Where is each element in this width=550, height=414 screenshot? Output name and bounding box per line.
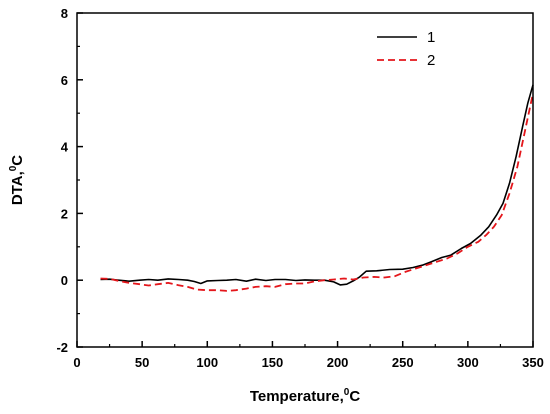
x-tick-label: 0 xyxy=(73,355,80,370)
y-axis-title-sup: 0 xyxy=(8,165,19,171)
x-axis-title-main: Temperature, xyxy=(250,388,344,405)
x-axis-title: Temperature,0C xyxy=(250,387,360,405)
series-lines xyxy=(100,84,534,292)
series-line-1 xyxy=(100,84,534,286)
y-axis-title-main: DTA, xyxy=(9,171,26,205)
x-axis-title-unit: C xyxy=(349,388,360,405)
y-tick-label: 8 xyxy=(61,6,68,21)
legend-label-1: 1 xyxy=(427,29,435,46)
y-tick-label: -2 xyxy=(56,340,68,355)
x-tick-label: 150 xyxy=(262,355,284,370)
legend-label-2: 2 xyxy=(427,52,435,69)
y-tick-label: 0 xyxy=(61,273,68,288)
y-tick-label: 6 xyxy=(61,73,68,88)
y-axis-title: DTA,0C xyxy=(8,155,26,205)
x-tick-label: 250 xyxy=(392,355,414,370)
x-axis-title-sup: 0 xyxy=(344,387,350,398)
y-tick-label: 2 xyxy=(61,206,68,221)
series-line-2 xyxy=(100,93,534,292)
y-axis-title-unit: C xyxy=(9,155,26,166)
x-tick-label: 200 xyxy=(327,355,349,370)
legend: 12 xyxy=(377,29,435,69)
x-tick-label: 350 xyxy=(522,355,544,370)
axis-ticks: 0 50 100 150 200 250 300 350 -2 0 2 4 6 8 xyxy=(56,6,543,370)
x-tick-label: 100 xyxy=(196,355,218,370)
x-tick-label: 50 xyxy=(135,355,149,370)
x-tick-label: 300 xyxy=(457,355,479,370)
plot-frame xyxy=(76,12,534,348)
y-tick-label: 4 xyxy=(61,140,69,155)
